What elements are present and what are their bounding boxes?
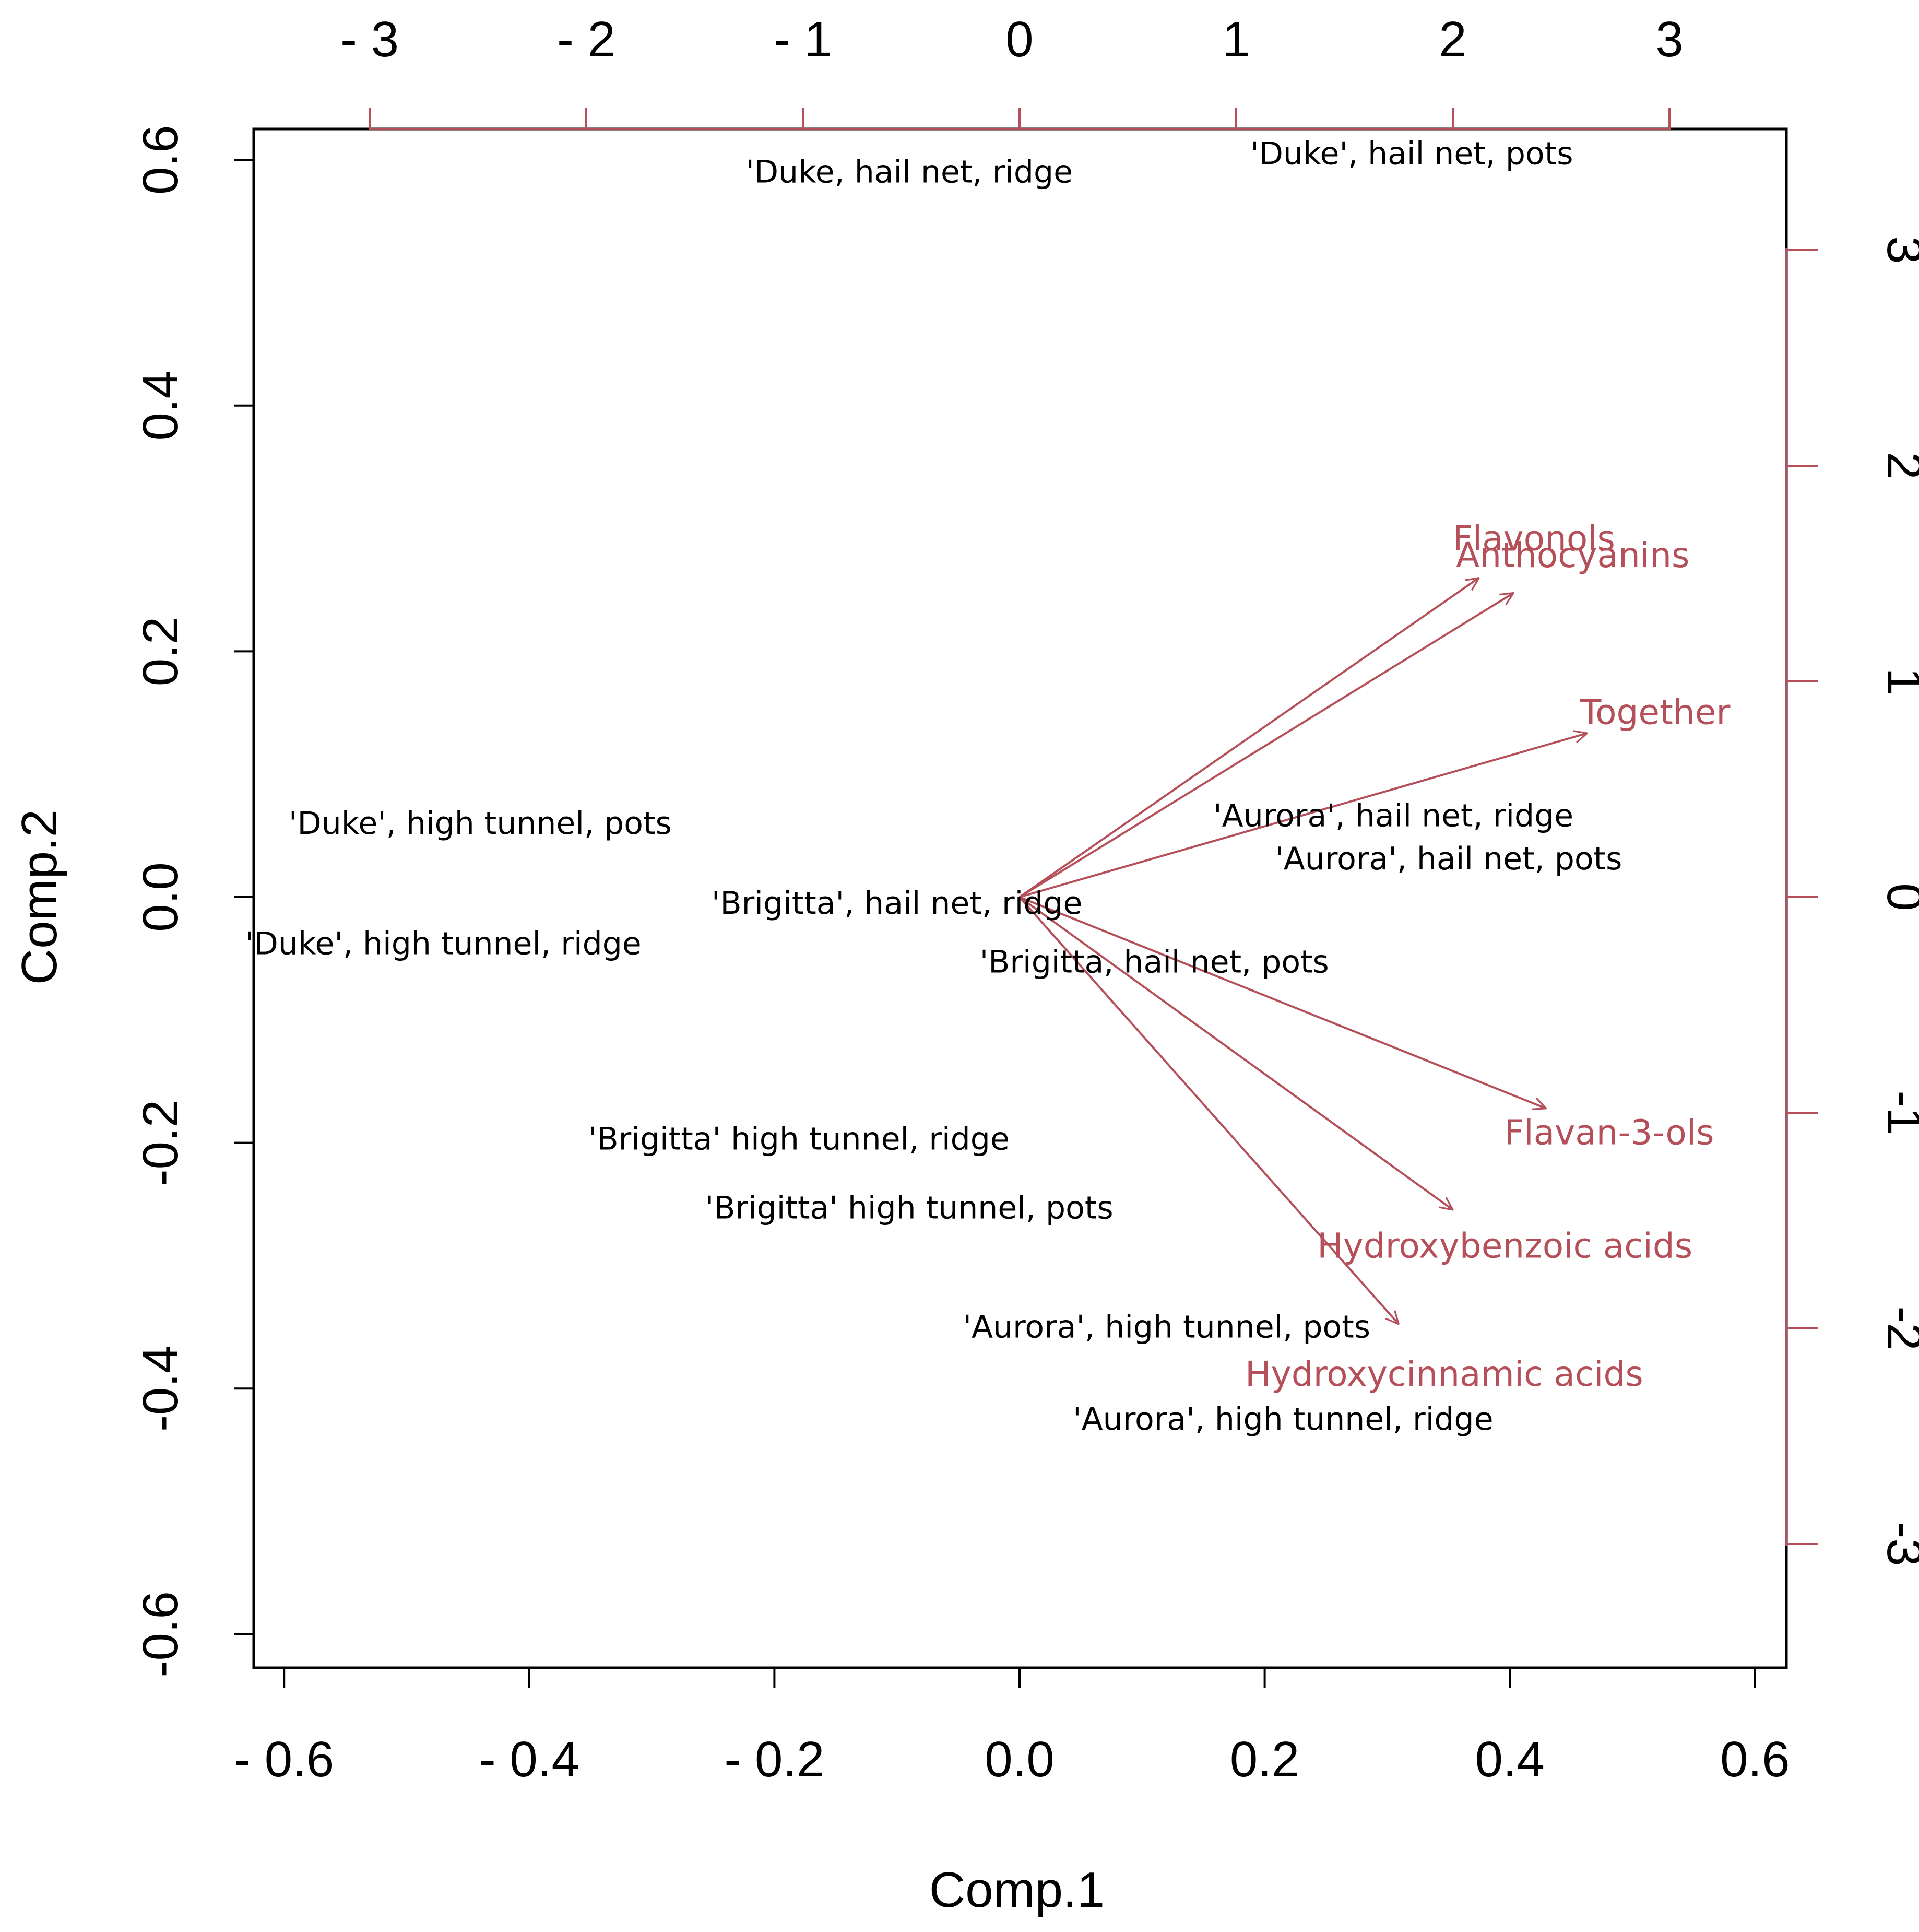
right-tick-label: 2	[1877, 452, 1919, 479]
y-tick-label: 0.0	[133, 862, 188, 932]
loading-label: Anthocyanins	[1456, 535, 1689, 575]
left-axis: -0.6 -0.4 -0.2 0.0 0.2 0.4 0.6	[133, 125, 255, 1678]
x-tick-label: - 0.2	[724, 1731, 824, 1787]
loading-arrow	[1018, 593, 1513, 898]
observation-label: 'Duke', high tunnel, pots	[289, 805, 672, 842]
observation-label: 'Duke', high tunnel, ridge	[245, 925, 642, 962]
loading-label: Hydroxycinnamic acids	[1245, 1354, 1643, 1394]
x-tick-label: 0.0	[985, 1731, 1054, 1787]
loading-arrow	[1018, 578, 1479, 898]
top-tick-label: - 2	[557, 11, 615, 67]
loading-label: Hydroxybenzoic acids	[1317, 1226, 1692, 1266]
loading-label: Together	[1580, 692, 1731, 732]
x-tick-label: 0.2	[1230, 1731, 1299, 1787]
right-tick-label: 1	[1877, 667, 1919, 695]
x-axis-title: Comp.1	[929, 1862, 1105, 1918]
observation-label: 'Duke, hail net, ridge	[745, 154, 1073, 191]
loading-arrows	[1018, 578, 1587, 1324]
right-tick-label: -1	[1877, 1090, 1919, 1135]
loading-arrow	[1018, 896, 1453, 1210]
y-tick-label: 0.6	[133, 125, 188, 194]
top-axis: - 3 - 2 - 1 0 1 2 3	[340, 11, 1684, 130]
right-tick-label: -2	[1877, 1306, 1919, 1350]
loading-arrow	[1019, 733, 1587, 898]
right-ticks: -3 -2 -1 0 1 2 3	[1786, 236, 1919, 1566]
observation-label: 'Aurora', high tunnel, pots	[963, 1309, 1371, 1346]
x-tick-label: - 0.6	[234, 1731, 334, 1787]
right-tick-label: 3	[1877, 236, 1919, 264]
observation-label: 'Duke', hail net, pots	[1250, 135, 1573, 172]
top-tick-label: 0	[1005, 11, 1033, 67]
x-tick-label: - 0.4	[479, 1731, 579, 1787]
observation-label: 'Aurora', high tunnel, ridge	[1073, 1401, 1493, 1438]
observation-label: 'Brigitta' high tunnel, pots	[705, 1189, 1114, 1226]
bottom-axis: - 0.6 - 0.4 - 0.2 0.0 0.2 0.4 0.6	[234, 1666, 1790, 1787]
observation-label: 'Brigitta' high tunnel, ridge	[588, 1121, 1010, 1158]
right-axis: -3 -2 -1 0 1 2 3	[1785, 236, 1919, 1566]
loading-label: Flavonols	[1453, 518, 1615, 558]
observation-label: 'Brigitta', hail net, ridge	[712, 885, 1082, 922]
loading-arrow	[1019, 896, 1546, 1109]
y-tick-label: 0.2	[133, 617, 188, 686]
left-ticks: -0.6 -0.4 -0.2 0.0 0.2 0.4 0.6	[133, 125, 254, 1678]
top-tick-label: - 3	[340, 11, 399, 67]
x-tick-label: 0.6	[1720, 1731, 1790, 1787]
bottom-ticks: - 0.6 - 0.4 - 0.2 0.0 0.2 0.4 0.6	[234, 1668, 1790, 1787]
top-tick-label: 3	[1655, 11, 1683, 67]
right-tick-label: 0	[1877, 883, 1919, 911]
loading-arrow	[1018, 896, 1399, 1324]
top-tick-label: - 1	[774, 11, 832, 67]
x-tick-label: 0.4	[1475, 1731, 1544, 1787]
right-tick-label: -3	[1877, 1522, 1919, 1566]
top-tick-label: 1	[1222, 11, 1250, 67]
y-tick-label: -0.6	[133, 1591, 188, 1677]
y-tick-label: 0.4	[133, 371, 188, 440]
top-tick-label: 2	[1439, 11, 1466, 67]
loading-label: Flavan-3-ols	[1504, 1112, 1714, 1152]
y-tick-label: -0.4	[133, 1345, 188, 1431]
top-ticks: - 3 - 2 - 1 0 1 2 3	[340, 11, 1684, 129]
observation-label: 'Aurora', hail net, ridge	[1213, 798, 1573, 834]
observation-label: 'Brigitta, hail net, pots	[980, 944, 1329, 981]
y-axis-title: Comp.2	[11, 809, 67, 985]
y-tick-label: -0.2	[133, 1100, 188, 1186]
observation-label: 'Aurora', hail net, pots	[1275, 841, 1622, 877]
observation-labels: 'Duke, hail net, ridge 'Duke', hail net, …	[245, 135, 1622, 1438]
